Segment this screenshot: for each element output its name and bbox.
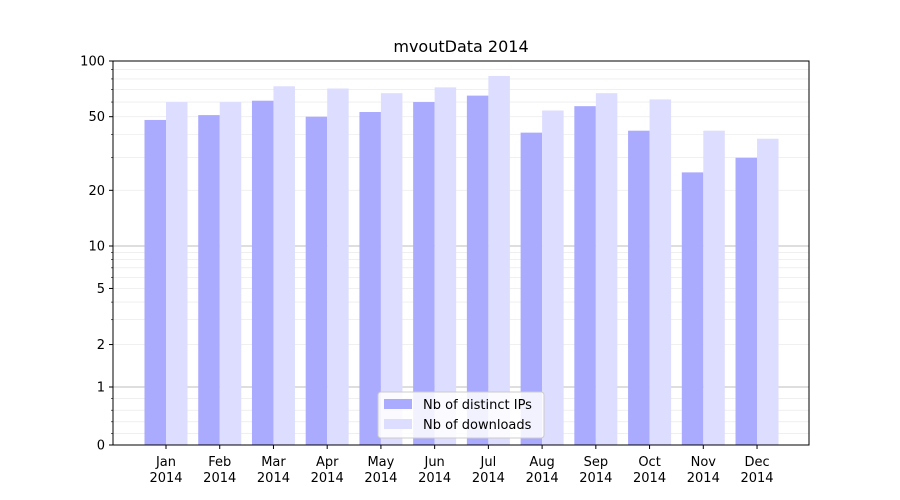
x-tick-label: Jan 2014 <box>149 455 182 486</box>
bar-downloads <box>327 88 349 445</box>
legend-label: Nb of distinct IPs <box>423 398 532 413</box>
y-axis: 0 1 2 5 10 20 50 100 <box>80 55 113 454</box>
bars <box>144 75 779 446</box>
x-tick-month: Apr <box>316 455 339 470</box>
x-tick-year: 2014 <box>687 471 720 486</box>
bar-downloads <box>219 102 242 445</box>
legend: Nb of distinct IPs Nb of downloads <box>377 391 545 439</box>
legend-box <box>377 391 545 439</box>
x-tick-label: Apr 2014 <box>311 455 344 486</box>
x-tick-label: Jul 2014 <box>472 455 505 486</box>
x-tick-month: Sep <box>584 455 609 470</box>
legend-swatch <box>384 419 412 429</box>
x-tick-label: Dec 2014 <box>740 455 773 486</box>
bar-distinct-ips <box>735 157 758 445</box>
x-tick-label: Feb 2014 <box>203 455 236 486</box>
x-tick-label: May 2014 <box>364 455 397 486</box>
bar-distinct-ips <box>466 95 489 446</box>
x-tick-year: 2014 <box>579 471 612 486</box>
y-tick-label: 50 <box>88 110 105 125</box>
x-tick-year: 2014 <box>740 471 773 486</box>
y-tick-label: 2 <box>97 338 105 353</box>
y-tick-label: 20 <box>88 184 105 199</box>
x-tick-label: Sep 2014 <box>579 455 612 486</box>
x-tick-year: 2014 <box>149 471 182 486</box>
x-tick-year: 2014 <box>418 471 451 486</box>
y-tick-label: 100 <box>80 55 105 70</box>
bar-downloads <box>542 110 564 446</box>
y-tick-label: 5 <box>97 282 105 297</box>
x-tick-month: Aug <box>529 455 554 470</box>
bar-distinct-ips <box>198 115 220 445</box>
bar-downloads <box>703 130 725 445</box>
bar-distinct-ips <box>144 119 166 445</box>
x-tick-month: May <box>367 455 394 470</box>
x-tick-label: Oct 2014 <box>633 455 666 486</box>
x-tick-year: 2014 <box>311 471 344 486</box>
bar-downloads <box>273 86 295 445</box>
x-tick-label: Jun 2014 <box>418 455 451 486</box>
bar-distinct-ips <box>628 130 650 445</box>
x-tick-label: Aug 2014 <box>526 455 559 486</box>
legend-swatch <box>384 399 412 409</box>
chart-title: mvoutData 2014 <box>393 37 528 56</box>
bar-downloads <box>595 93 618 446</box>
x-tick-year: 2014 <box>472 471 505 486</box>
x-tick-month: Mar <box>261 455 286 470</box>
bar-downloads <box>166 102 188 445</box>
x-tick-month: Feb <box>208 455 231 470</box>
x-tick-month: Nov <box>691 455 717 470</box>
x-tick-month: Jun <box>423 455 444 470</box>
bar-downloads <box>434 87 457 445</box>
x-tick-month: Oct <box>638 455 660 470</box>
bar-distinct-ips <box>574 106 596 446</box>
x-tick-label: Mar 2014 <box>257 455 290 486</box>
legend-label: Nb of downloads <box>423 418 532 433</box>
bar-distinct-ips <box>681 172 704 445</box>
bar-distinct-ips <box>413 102 435 445</box>
x-tick-year: 2014 <box>633 471 666 486</box>
bar-downloads <box>488 75 510 445</box>
x-tick-year: 2014 <box>203 471 236 486</box>
x-tick-month: Jan <box>155 455 176 470</box>
x-tick-month: Jul <box>480 455 497 470</box>
bar-distinct-ips <box>251 100 274 445</box>
x-tick-year: 2014 <box>257 471 290 486</box>
x-tick-year: 2014 <box>526 471 559 486</box>
bar-downloads <box>649 99 672 446</box>
plot-area-frame <box>112 60 810 446</box>
y-tick-label: 10 <box>88 240 105 255</box>
y-tick-label: 0 <box>97 439 105 454</box>
x-tick-month: Dec <box>744 455 769 470</box>
x-tick-label: Nov 2014 <box>687 455 720 486</box>
x-tick-year: 2014 <box>364 471 397 486</box>
bar-downloads <box>757 138 779 445</box>
bar-distinct-ips <box>520 132 543 445</box>
y-tick-label: 1 <box>97 381 105 396</box>
bar-downloads <box>380 93 403 446</box>
bar-distinct-ips <box>359 112 381 445</box>
bar-distinct-ips <box>305 116 328 445</box>
